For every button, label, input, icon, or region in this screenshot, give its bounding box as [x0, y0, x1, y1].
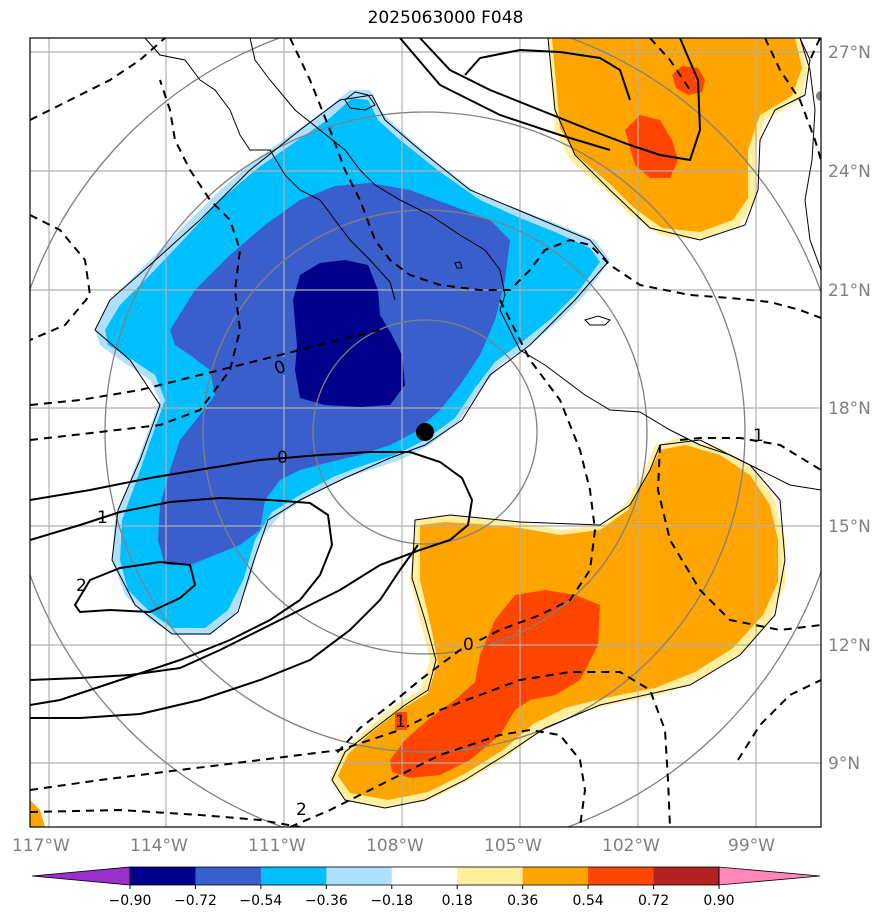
dashed-contours	[30, 38, 821, 827]
lat-label: 15°N	[828, 517, 871, 537]
orange-fill-north	[552, 38, 802, 232]
contour-label-1-b: 1	[395, 712, 406, 732]
lon-label: 114°W	[130, 836, 188, 856]
longitude-labels: 117°W 114°W 111°W 108°W 105°W 102°W 99°W	[12, 836, 775, 856]
latitude-labels: 27°N 24°N 21°N 18°N 15°N 12°N 9°N	[828, 43, 871, 774]
lat-label: 18°N	[828, 399, 871, 419]
colorbar-tick-label: 0.18	[442, 893, 473, 909]
colorbar-frame	[129, 866, 720, 886]
colorbar-bin	[260, 867, 327, 885]
map-title: 2025063000 F048	[367, 8, 524, 28]
solid-contours	[30, 38, 702, 719]
lon-label: 117°W	[12, 836, 70, 856]
colorbar-extend-max	[718, 866, 821, 886]
contour-labels: 0 0 0 1 1 1 2 2	[76, 357, 764, 820]
colorbar-tick-label: −0.72	[174, 893, 217, 909]
lon-label: 111°W	[248, 836, 306, 856]
colorbar: −0.90 −0.72 −0.54 −0.36 −0.18 0.18 0.36 0.54 0.7…	[31, 866, 821, 909]
lon-label: 108°W	[366, 836, 424, 856]
colorbar-bin	[391, 867, 458, 885]
colorbar-bin	[522, 867, 589, 885]
colorbar-bin	[457, 867, 524, 885]
edge-marker	[816, 91, 821, 101]
colorbar-tick-label: 0.54	[573, 893, 604, 909]
colorbar-bin	[130, 867, 196, 885]
lon-label: 99°W	[728, 836, 775, 856]
graticule	[30, 38, 821, 827]
colorbar-extend-min	[31, 866, 131, 886]
lat-label: 9°N	[828, 754, 860, 774]
red-orange-fill	[390, 590, 600, 778]
colorbar-tick-label: 0.90	[703, 893, 734, 909]
contour-label-0-b: 0	[277, 448, 288, 468]
lat-label: 27°N	[828, 43, 871, 63]
dark-blue-fill	[293, 260, 405, 407]
contour-label-0-c: 0	[463, 635, 474, 655]
colorbar-bin	[588, 867, 655, 885]
storm-center-marker	[416, 423, 434, 441]
contour-label-1-c: 1	[753, 426, 764, 446]
colorbar-tick-label: −0.18	[370, 893, 413, 909]
colorbar-bin	[326, 867, 393, 885]
colorbar-tick-label: 0.36	[507, 893, 538, 909]
map-area: 0 0 0 1 1 1 2 2	[30, 38, 821, 827]
contour-label-2-a: 2	[76, 576, 87, 596]
lat-label: 12°N	[828, 636, 871, 656]
orange-corner-patch	[30, 800, 45, 827]
lat-label: 21°N	[828, 281, 871, 301]
lon-label: 102°W	[602, 836, 660, 856]
positive-anomaly-region-north	[548, 38, 808, 240]
colorbar-tick-label: −0.36	[305, 893, 348, 909]
coastlines	[94, 38, 821, 809]
lat-label: 24°N	[828, 162, 871, 182]
map-frame	[29, 37, 822, 828]
contour-label-1-a: 1	[97, 508, 108, 528]
colorbar-tick-label: −0.90	[109, 893, 152, 909]
lon-label: 105°W	[484, 836, 542, 856]
colorbar-bin	[653, 867, 720, 885]
contour-label-2-b: 2	[296, 800, 307, 820]
colorbar-tick-label: −0.54	[239, 893, 282, 909]
colorbar-bin	[195, 867, 262, 885]
red-orange-fill-north-2	[672, 66, 705, 95]
colorbar-tick-label: 0.72	[638, 893, 669, 909]
